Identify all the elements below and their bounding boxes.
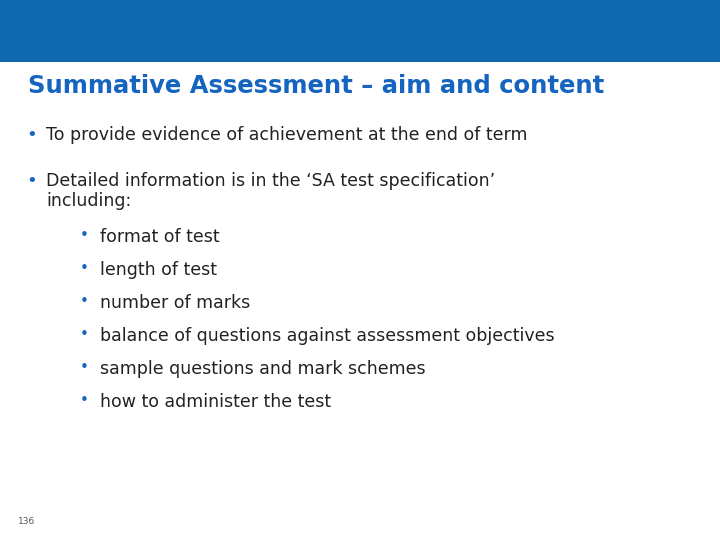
Text: •: •	[26, 126, 37, 144]
Text: •: •	[80, 294, 89, 309]
Text: To provide evidence of achievement at the end of term: To provide evidence of achievement at th…	[46, 126, 528, 144]
Text: balance of questions against assessment objectives: balance of questions against assessment …	[100, 327, 554, 345]
Text: •: •	[80, 393, 89, 408]
Text: •: •	[80, 327, 89, 342]
Text: 136: 136	[18, 517, 35, 526]
Text: •: •	[80, 360, 89, 375]
Text: including:: including:	[46, 192, 131, 210]
Text: Detailed information is in the ‘SA test specification’: Detailed information is in the ‘SA test …	[46, 172, 495, 190]
Text: length of test: length of test	[100, 261, 217, 279]
Text: how to administer the test: how to administer the test	[100, 393, 331, 411]
Text: •: •	[80, 261, 89, 276]
Text: •: •	[80, 228, 89, 243]
Bar	[0, 0, 720, 62]
Text: Summative Assessment – aim and content: Summative Assessment – aim and content	[28, 74, 604, 98]
Text: •: •	[26, 172, 37, 190]
Text: sample questions and mark schemes: sample questions and mark schemes	[100, 360, 426, 378]
Text: format of test: format of test	[100, 228, 220, 246]
Text: number of marks: number of marks	[100, 294, 251, 312]
